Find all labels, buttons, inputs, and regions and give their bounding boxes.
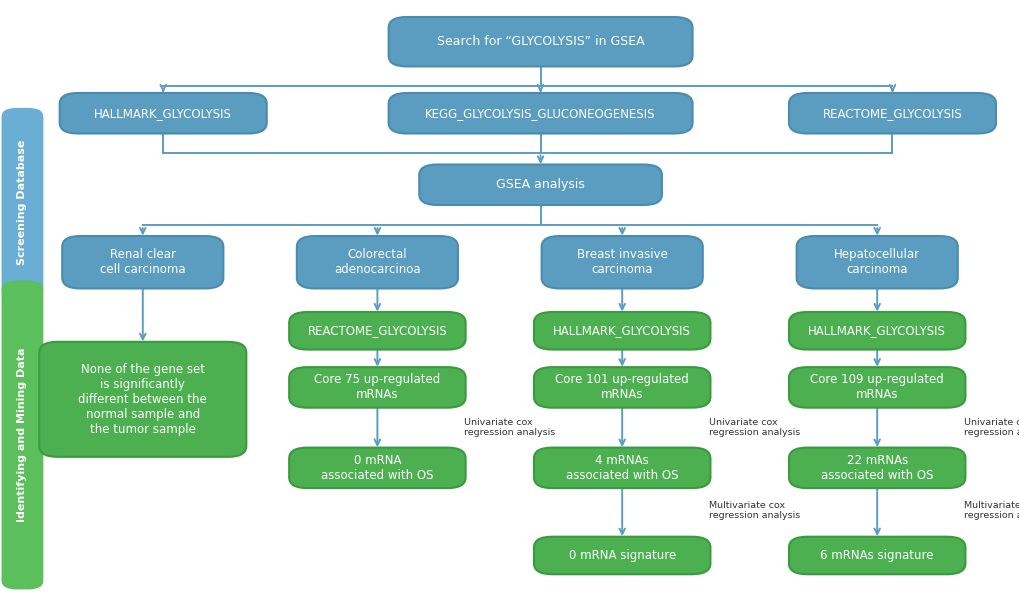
FancyBboxPatch shape <box>789 367 965 408</box>
Text: Core 109 up-regulated
mRNAs: Core 109 up-regulated mRNAs <box>809 374 944 401</box>
Text: 0 mRNA signature: 0 mRNA signature <box>568 549 676 562</box>
Text: 4 mRNAs
associated with OS: 4 mRNAs associated with OS <box>566 454 678 482</box>
FancyBboxPatch shape <box>796 236 957 288</box>
FancyBboxPatch shape <box>534 367 710 408</box>
Text: 0 mRNA
associated with OS: 0 mRNA associated with OS <box>321 454 433 482</box>
FancyBboxPatch shape <box>40 342 247 457</box>
Text: Hepatocellular
carcinoma: Hepatocellular carcinoma <box>834 249 919 276</box>
FancyBboxPatch shape <box>289 312 465 349</box>
FancyBboxPatch shape <box>59 93 267 134</box>
FancyBboxPatch shape <box>534 536 710 575</box>
Text: Renal clear
cell carcinoma: Renal clear cell carcinoma <box>100 249 185 276</box>
FancyBboxPatch shape <box>62 236 223 288</box>
Text: Univariate cox
regression analysis: Univariate cox regression analysis <box>708 418 799 437</box>
FancyBboxPatch shape <box>789 448 965 488</box>
Text: Multivariate cox
regression analysis: Multivariate cox regression analysis <box>708 501 799 520</box>
Text: REACTOME_GLYCOLYSIS: REACTOME_GLYCOLYSIS <box>821 107 962 120</box>
FancyBboxPatch shape <box>419 164 661 205</box>
Text: HALLMARK_GLYCOLYSIS: HALLMARK_GLYCOLYSIS <box>807 324 946 337</box>
FancyBboxPatch shape <box>789 536 965 575</box>
Text: 22 mRNAs
associated with OS: 22 mRNAs associated with OS <box>820 454 932 482</box>
Text: KEGG_GLYCOLYSIS_GLUCONEOGENESIS: KEGG_GLYCOLYSIS_GLUCONEOGENESIS <box>425 107 655 120</box>
Text: Identifying and Mining Data: Identifying and Mining Data <box>17 348 28 522</box>
Text: Breast invasive
carcinoma: Breast invasive carcinoma <box>576 249 667 276</box>
Text: HALLMARK_GLYCOLYSIS: HALLMARK_GLYCOLYSIS <box>94 107 232 120</box>
Text: Univariate cox
regression analysis: Univariate cox regression analysis <box>464 418 554 437</box>
Text: 6 mRNAs signature: 6 mRNAs signature <box>819 549 933 562</box>
Text: REACTOME_GLYCOLYSIS: REACTOME_GLYCOLYSIS <box>307 324 447 337</box>
Text: Core 101 up-regulated
mRNAs: Core 101 up-regulated mRNAs <box>554 374 689 401</box>
FancyBboxPatch shape <box>1 281 43 589</box>
FancyBboxPatch shape <box>541 236 702 288</box>
FancyBboxPatch shape <box>789 93 995 134</box>
Text: Univariate cox
regression analysis: Univariate cox regression analysis <box>963 418 1019 437</box>
Text: Search for “GLYCOLYSIS” in GSEA: Search for “GLYCOLYSIS” in GSEA <box>436 35 644 48</box>
FancyBboxPatch shape <box>297 236 458 288</box>
FancyBboxPatch shape <box>388 17 692 66</box>
Text: None of the gene set
is significantly
different between the
normal sample and
th: None of the gene set is significantly di… <box>78 363 207 436</box>
Text: GSEA analysis: GSEA analysis <box>495 178 585 191</box>
Text: HALLMARK_GLYCOLYSIS: HALLMARK_GLYCOLYSIS <box>552 324 691 337</box>
FancyBboxPatch shape <box>789 312 965 349</box>
FancyBboxPatch shape <box>289 448 465 488</box>
Text: Colorectal
adenocarcinoa: Colorectal adenocarcinoa <box>334 249 420 276</box>
FancyBboxPatch shape <box>534 448 710 488</box>
FancyBboxPatch shape <box>388 93 692 134</box>
Text: Multivariate cox
regression analysis: Multivariate cox regression analysis <box>963 501 1019 520</box>
FancyBboxPatch shape <box>1 108 43 297</box>
FancyBboxPatch shape <box>534 312 710 349</box>
Text: Screening Database: Screening Database <box>17 140 28 265</box>
Text: Core 75 up-regulated
mRNAs: Core 75 up-regulated mRNAs <box>314 374 440 401</box>
FancyBboxPatch shape <box>289 367 465 408</box>
